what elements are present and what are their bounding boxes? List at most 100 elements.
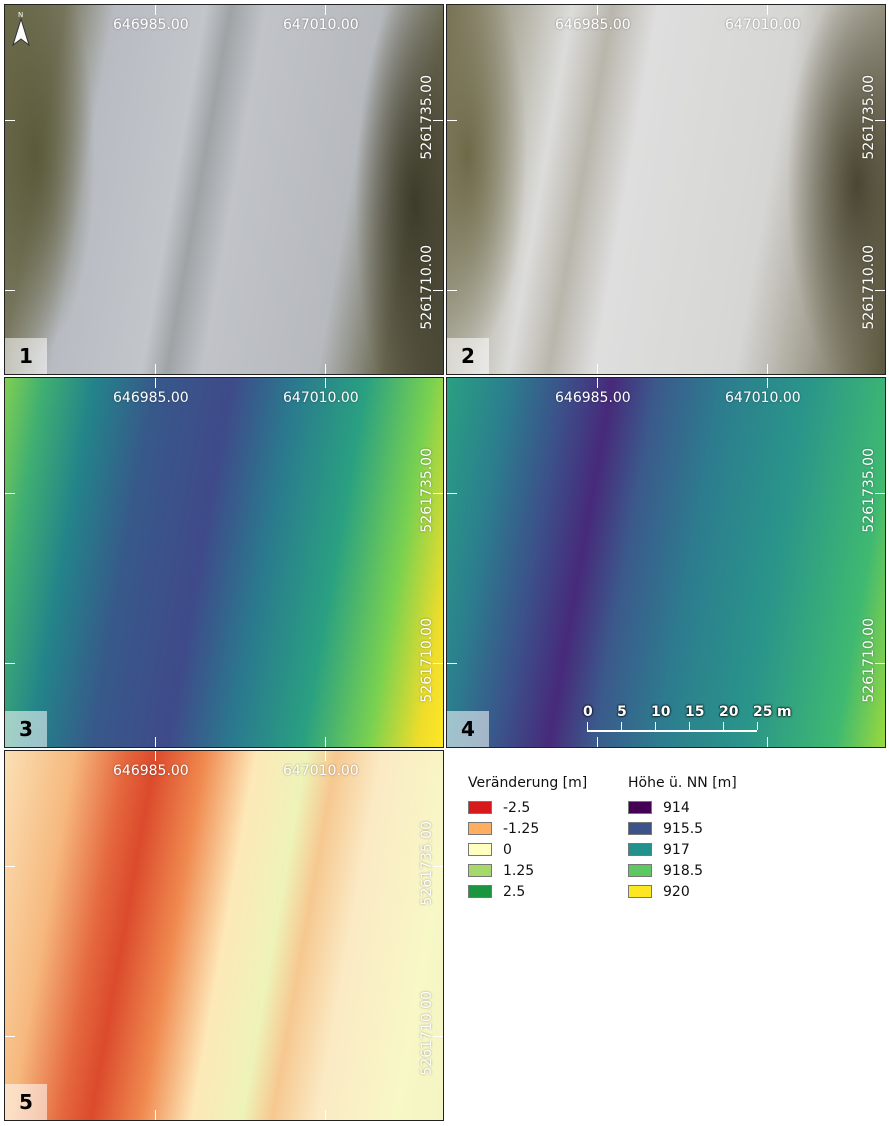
scale-tick-label: 20 (719, 704, 739, 720)
scale-tick (621, 722, 622, 730)
map-panel-3: 646985.00 647010.00 5261735.00 5261710.00 3 (4, 377, 444, 748)
x-coord-label: 647010.00 (283, 390, 359, 406)
legend-height-title: Höhe ü. NN [m] (628, 775, 737, 791)
x-tick (155, 5, 156, 15)
legend-item: 917 (628, 839, 788, 860)
scale-bar: 0 5 10 15 20 25 m (583, 704, 827, 738)
y-tick (433, 1036, 443, 1037)
legend-change-title: Veränderung [m] (468, 775, 588, 791)
legend-swatch (628, 843, 652, 856)
y-coord-label: 5261710.00 (861, 245, 877, 330)
map-panel-2: 646985.00 647010.00 5261735.00 5261710.00 2 (446, 4, 886, 375)
north-arrow-icon: N (12, 11, 30, 47)
legend-swatch (628, 885, 652, 898)
x-tick (155, 378, 156, 388)
x-tick (325, 5, 326, 15)
scale-tick-label: 5 (617, 704, 627, 720)
y-tick (433, 866, 443, 867)
legend-item: 920 (628, 881, 788, 902)
scale-tick (689, 722, 690, 730)
legend-swatch (468, 843, 492, 856)
panel-number: 5 (5, 1084, 47, 1120)
x-tick (597, 5, 598, 15)
scale-tick (723, 722, 724, 730)
y-tick (433, 493, 443, 494)
legend-label: 1.25 (503, 862, 535, 879)
legend-item: 914 (628, 797, 788, 818)
legend-label: 917 (663, 841, 690, 858)
scale-tick (655, 722, 656, 730)
x-coord-label: 646985.00 (113, 763, 189, 779)
x-coord-label: 646985.00 (113, 17, 189, 33)
legend-label: 2.5 (503, 883, 526, 900)
x-coord-label: 647010.00 (725, 390, 801, 406)
panel-number: 4 (447, 711, 489, 747)
legend-swatch (468, 885, 492, 898)
x-tick (597, 378, 598, 388)
y-tick (5, 493, 15, 494)
scale-tick (757, 722, 758, 730)
legend-swatch (628, 864, 652, 877)
map-panel-5: 646985.00 647010.00 5261735.00 5261710.00 5 (4, 750, 444, 1121)
y-coord-label: 5261735.00 (419, 448, 435, 533)
x-tick (767, 364, 768, 374)
map-panel-4: 646985.00 647010.00 5261735.00 5261710.00 0 5… (446, 377, 886, 748)
legend-item: 0 (468, 839, 628, 860)
y-tick (447, 290, 457, 291)
legend-label: 918.5 (663, 862, 704, 879)
legend-label: 0 (503, 841, 512, 858)
x-tick (155, 751, 156, 761)
x-coord-label: 647010.00 (283, 763, 359, 779)
x-tick (155, 1110, 156, 1120)
panel-number: 1 (5, 338, 47, 374)
legend-item: -2.5 (468, 797, 628, 818)
scale-tick-label: 15 (685, 704, 705, 720)
legend-label: 920 (663, 883, 690, 900)
scale-tick-label: 25 (753, 704, 773, 720)
x-tick (767, 737, 768, 747)
scale-tick-label: 10 (651, 704, 671, 720)
y-tick (875, 493, 885, 494)
x-tick (325, 737, 326, 747)
y-tick (5, 866, 15, 867)
x-tick (155, 364, 156, 374)
svg-text:N: N (18, 11, 23, 19)
panel-number: 2 (447, 338, 489, 374)
x-coord-label: 646985.00 (555, 390, 631, 406)
y-coord-label: 5261710.00 (861, 618, 877, 703)
legend-height: Höhe ü. NN [m] 914 915.5 917 918.5 920 (628, 775, 788, 902)
x-coord-label: 647010.00 (283, 17, 359, 33)
legend-item: 2.5 (468, 881, 628, 902)
y-coord-label: 5261710.00 (419, 245, 435, 330)
x-tick (325, 364, 326, 374)
x-tick (597, 737, 598, 747)
x-tick (325, 1110, 326, 1120)
scale-unit: m (777, 704, 792, 720)
y-tick (5, 1036, 15, 1037)
y-tick (875, 120, 885, 121)
y-coord-label: 5261735.00 (861, 75, 877, 160)
y-tick (5, 120, 15, 121)
y-tick (447, 663, 457, 664)
y-coord-label: 5261710.00 (419, 618, 435, 703)
legend-swatch (628, 801, 652, 814)
legend-swatch (468, 801, 492, 814)
legend-item: -1.25 (468, 818, 628, 839)
map-panel-1: 646985.00 647010.00 5261735.00 5261710.00 N 1 (4, 4, 444, 375)
y-tick (433, 663, 443, 664)
legend-item: 918.5 (628, 860, 788, 881)
legend-label: 915.5 (663, 820, 704, 837)
y-coord-label: 5261735.00 (419, 821, 435, 906)
x-tick (155, 737, 156, 747)
legend-label: 914 (663, 799, 690, 816)
legend-swatch (468, 822, 492, 835)
x-coord-label: 647010.00 (725, 17, 801, 33)
scale-tick (587, 722, 588, 730)
x-tick (597, 364, 598, 374)
x-tick (767, 5, 768, 15)
y-tick (433, 290, 443, 291)
x-tick (325, 378, 326, 388)
y-coord-label: 5261735.00 (419, 75, 435, 160)
y-tick (5, 290, 15, 291)
y-tick (875, 290, 885, 291)
